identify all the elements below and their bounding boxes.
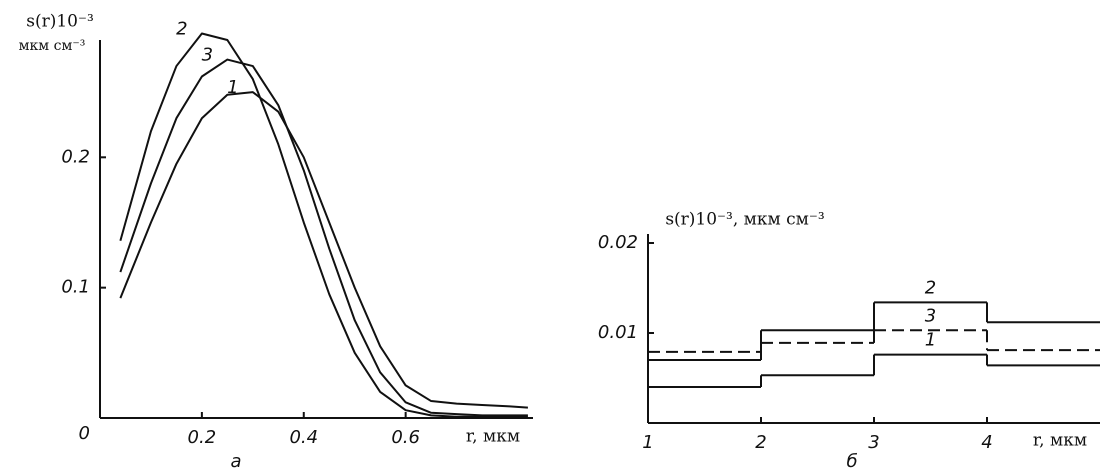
x-tick-label: 0.2 (188, 427, 217, 448)
y-tick-label: 0.02 (598, 232, 638, 253)
y-tick-label: 0.2 (61, 146, 90, 167)
curve-label: 3 (202, 45, 213, 66)
curve (119, 32, 528, 418)
y-axis-unit: мкм см⁻³ (19, 38, 86, 54)
curve-label: 1 (227, 77, 238, 98)
x-tick-label: 0.6 (391, 427, 420, 448)
y-axis-label: s(r)10⁻³, мкм см⁻³ (665, 210, 824, 230)
curve-label: 2 (925, 277, 936, 298)
curve (119, 58, 528, 417)
curve-label: 3 (925, 305, 936, 326)
y-tick-label: 0.01 (598, 322, 638, 343)
y-axis-label: s(r)10⁻³ (26, 12, 94, 32)
panel-label: а (230, 451, 241, 472)
x-tick-label: 3 (868, 432, 879, 453)
curve (119, 91, 528, 409)
x-axis-label: r, мкм (1033, 431, 1087, 451)
x-axis-label: r, мкм (466, 427, 520, 447)
curve-label: 2 (176, 18, 187, 39)
x-tick-label: 0.4 (289, 427, 318, 448)
curve-label: 1 (925, 330, 936, 351)
y-tick-label: 0 (79, 423, 90, 444)
x-tick-label: 2 (755, 432, 766, 453)
x-tick-label: 4 (981, 432, 992, 453)
y-tick-label: 0.1 (61, 277, 90, 298)
panel-label: б (846, 451, 857, 472)
x-tick-label: 1 (642, 432, 653, 453)
